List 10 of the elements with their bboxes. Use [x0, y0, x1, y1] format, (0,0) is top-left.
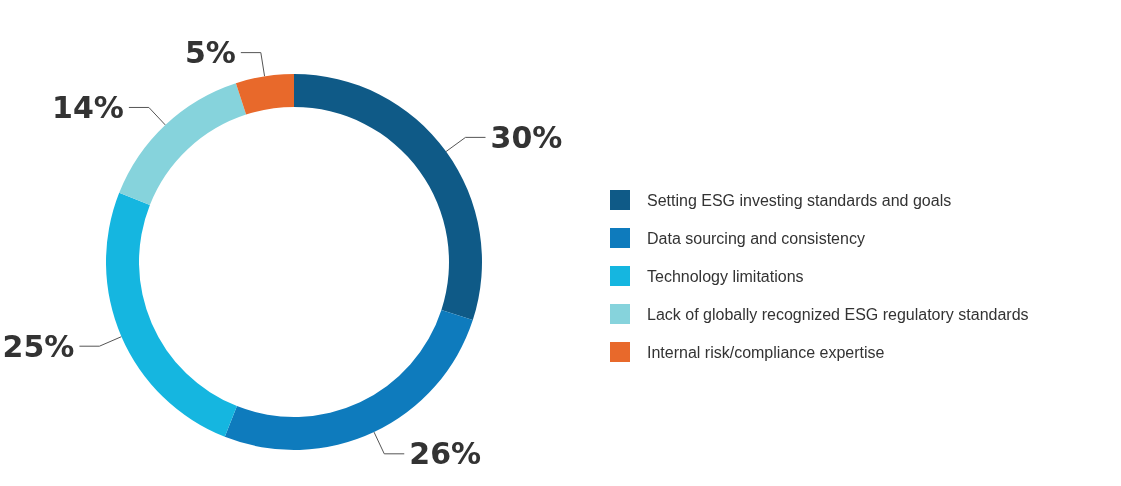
data-label: 14% — [52, 89, 124, 125]
data-label: 5% — [184, 35, 236, 71]
legend-label: Data sourcing and consistency — [647, 229, 865, 247]
data-label: 25% — [2, 328, 75, 364]
data-label: 26% — [409, 436, 482, 472]
legend-label: Internal risk/compliance expertise — [647, 343, 885, 361]
data-label: 30% — [490, 119, 563, 155]
legend-label: Technology limitations — [647, 267, 804, 285]
legend-label: Lack of globally recognized ESG regulatory standards — [647, 305, 1029, 323]
legend-label: Setting ESG investing standards and goals — [647, 191, 952, 209]
